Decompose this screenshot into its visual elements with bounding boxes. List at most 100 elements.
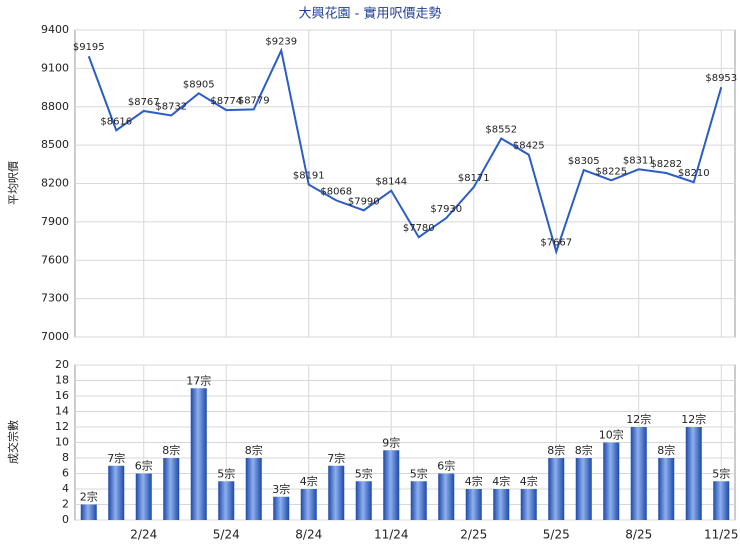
data-label: 6宗 [135,459,153,473]
bar [410,481,427,520]
chart-title: 大興花園 - 實用呎價走勢 [299,6,442,22]
data-label: $8953 [705,73,737,84]
data-label: $8425 [513,141,545,152]
data-label: $8068 [320,186,352,197]
y-tick-label: 9400 [41,23,69,36]
data-label: $8767 [128,97,160,108]
bar [658,458,675,520]
data-label: $8774 [210,96,242,107]
data-label: $8282 [650,159,682,170]
y-tick-label: 12 [55,420,69,433]
bar [493,489,510,520]
y-tick-label: 14 [55,405,69,418]
bar [548,458,565,520]
y-tick-label: 0 [62,513,69,526]
bar [245,458,262,520]
y-tick-label: 7900 [41,215,69,228]
bar [300,489,317,520]
data-label: 12宗 [681,412,706,426]
y-axis-label: 平均呎價 [6,161,20,205]
data-label: $7930 [430,204,462,215]
bar [218,481,235,520]
data-label: $8552 [485,124,517,135]
data-label: $8905 [183,79,215,90]
data-label: 7宗 [327,451,345,465]
bar [328,465,345,520]
data-label: 10宗 [599,428,624,442]
data-label: 5宗 [355,466,373,480]
price-line [87,47,723,256]
y-tick-label: 9100 [41,61,69,74]
bar [383,450,400,520]
data-label: $8616 [100,116,132,127]
data-label: $8191 [293,171,325,182]
data-label: $8311 [623,155,655,166]
bar [355,481,372,520]
data-label: 2宗 [80,490,98,504]
x-tick-label: 8/25 [625,528,652,542]
y-tick-label: 7000 [41,330,69,343]
bar [575,458,592,520]
data-label: 5宗 [217,466,235,480]
data-label: $8305 [568,156,600,167]
x-tick-label: 8/24 [295,528,322,542]
bar [465,489,482,520]
y-tick-label: 4 [62,482,69,495]
data-label: 4宗 [300,474,318,488]
bar [630,427,647,520]
data-label: 8宗 [547,443,565,457]
x-tick-label: 2/24 [130,528,157,542]
bar [190,388,207,520]
data-label: $9239 [265,37,297,48]
bar [520,489,537,520]
bar [163,458,180,520]
x-tick-label: 11/25 [704,528,739,542]
y-tick-label: 8200 [41,177,69,190]
x-tick-label: 11/24 [374,528,409,542]
x-tick-label: 5/25 [543,528,570,542]
data-label: $8210 [678,168,710,179]
bar [273,496,290,520]
y-tick-label: 10 [55,436,69,449]
y-tick-label: 7600 [41,253,69,266]
bar [80,504,97,520]
data-label: 6宗 [437,459,455,473]
data-label: 8宗 [575,443,593,457]
y-tick-label: 16 [55,389,69,402]
data-label: 5宗 [712,466,730,480]
data-label: $8171 [458,173,490,184]
y-tick-label: 18 [55,374,69,387]
bar [108,465,125,520]
bar [135,473,152,520]
data-label: $8732 [155,101,187,112]
data-label: $8779 [238,95,270,106]
y-tick-label: 8 [62,451,69,464]
data-label: $9195 [73,42,105,53]
y-tick-label: 8500 [41,138,69,151]
data-label: 12宗 [626,412,651,426]
y-tick-label: 20 [55,358,69,371]
data-label: 5宗 [410,466,428,480]
data-label: $8225 [595,166,627,177]
bar [603,442,620,520]
data-label: 3宗 [272,482,290,496]
y-tick-label: 7300 [41,292,69,305]
data-label: $7990 [348,196,380,207]
data-label: 4宗 [492,474,510,488]
data-label: 9宗 [382,435,400,449]
data-label: $8144 [375,177,407,188]
y-tick-label: 2 [62,498,69,511]
data-label: 8宗 [245,443,263,457]
data-label: 17宗 [186,373,211,387]
x-tick-label: 2/25 [460,528,487,542]
bar [685,427,702,520]
bar [713,481,730,520]
data-label: 8宗 [162,443,180,457]
data-label: 7宗 [107,451,125,465]
y-tick-label: 6 [62,467,69,480]
x-tick-label: 5/24 [213,528,240,542]
bar [438,473,455,520]
data-label: $7780 [403,223,435,234]
data-label: $7667 [540,238,572,249]
